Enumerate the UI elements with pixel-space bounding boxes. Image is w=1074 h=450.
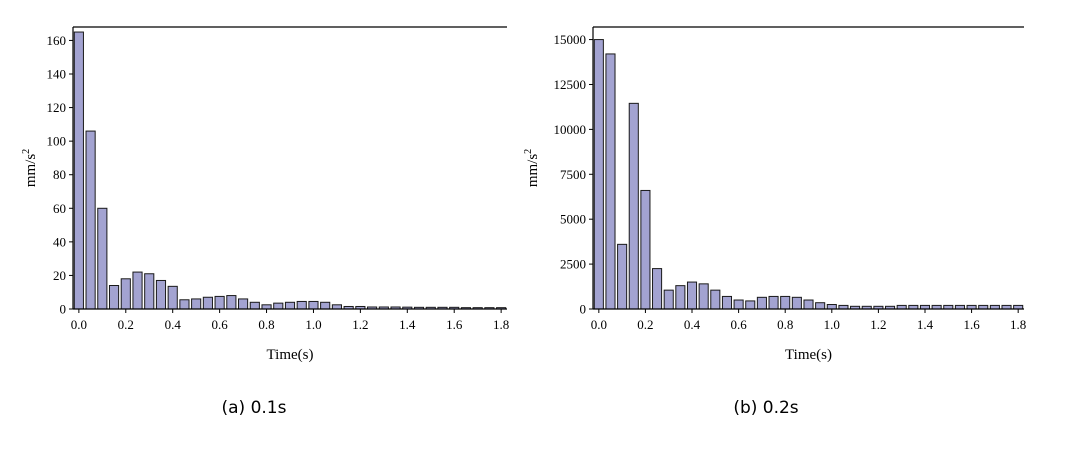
bar	[663, 289, 674, 310]
bar	[605, 53, 616, 310]
x-tick-label: 1.2	[870, 317, 886, 332]
chart-panel-b: 0 2500 5000 7500 10000 12500 15000 0.0 0.2 0.4 0.6…	[523, 26, 1026, 418]
x-tick-label: 1.4	[399, 317, 416, 332]
x-tick-label: 0.4	[684, 317, 701, 332]
x-tick-label: 1.2	[352, 317, 368, 332]
bar	[191, 298, 202, 310]
bar	[791, 296, 802, 310]
chart-panel-a: 0 20 40 60 80 100 120 140 160 0.0 0.2 0.4 0.6 0.8 1.0 1…	[21, 26, 509, 418]
bar	[710, 289, 721, 310]
bars-group	[73, 31, 507, 310]
bar	[652, 268, 663, 310]
y-tick-label: 40	[53, 234, 66, 249]
bar	[815, 302, 826, 310]
x-tick-label: 1.8	[1010, 317, 1026, 332]
x-tick-label: 0.4	[165, 317, 182, 332]
y-tick-label: 60	[53, 201, 66, 216]
bar	[331, 304, 342, 310]
bar	[721, 295, 733, 310]
y-tick-label: 160	[47, 33, 67, 48]
panel-caption: (b) 0.2s	[733, 398, 798, 418]
bar	[780, 295, 791, 310]
bar	[167, 285, 178, 310]
x-tick-label: 0.6	[730, 317, 747, 332]
bar	[628, 102, 639, 310]
y-axis-title-exponent: 2	[523, 149, 534, 154]
y-tick-label: 20	[53, 268, 66, 283]
bar	[733, 299, 744, 310]
x-tick-label: 0.8	[258, 317, 274, 332]
bar	[144, 273, 155, 310]
y-axis-title: mm/s2	[21, 149, 39, 187]
bar	[756, 296, 767, 310]
bar	[132, 271, 143, 310]
y-axis-title-unit: mm/s	[23, 154, 39, 188]
y-tick-label: 140	[47, 67, 67, 82]
bar	[108, 285, 120, 310]
bar	[745, 300, 756, 310]
x-tick-label: 0.2	[637, 317, 653, 332]
y-tick-label: 10000	[554, 122, 587, 137]
bar	[73, 31, 84, 310]
bar	[320, 301, 331, 310]
x-tick-label: 1.0	[305, 317, 321, 332]
y-tick-label: 15000	[554, 32, 587, 47]
x-axis-title: Time(s)	[267, 347, 314, 363]
x-tick-label: 0.0	[71, 317, 87, 332]
bar	[826, 304, 837, 310]
bar	[249, 301, 260, 310]
bar	[85, 130, 96, 310]
y-tick-label: 5000	[560, 212, 586, 227]
y-axis-title-exponent: 2	[21, 149, 32, 154]
x-tick-label: 1.4	[917, 317, 934, 332]
panel-caption: (a) 0.1s	[222, 398, 287, 418]
bar	[179, 299, 190, 310]
bar	[214, 295, 225, 310]
bar	[593, 39, 604, 310]
bar	[308, 300, 319, 310]
bar	[617, 243, 628, 310]
bar	[155, 279, 167, 310]
bar	[640, 189, 651, 310]
bar	[238, 298, 249, 310]
x-tick-label: 1.6	[963, 317, 980, 332]
bar	[273, 302, 284, 310]
y-tick-label: 0	[60, 302, 67, 317]
y-tick-label: 0	[580, 302, 587, 317]
bar	[261, 304, 272, 310]
bar	[202, 296, 213, 310]
x-tick-label: 0.6	[211, 317, 228, 332]
x-tick-label: 0.8	[777, 317, 793, 332]
bar	[284, 301, 296, 310]
x-axis-title: Time(s)	[785, 347, 832, 363]
x-tick-label: 1.0	[824, 317, 840, 332]
bar	[686, 281, 698, 310]
bar	[698, 283, 709, 310]
y-axis-title-unit: mm/s	[525, 154, 541, 188]
bar	[768, 295, 779, 310]
x-tick-label: 0.2	[118, 317, 134, 332]
y-tick-label: 80	[53, 167, 66, 182]
y-tick-label: 7500	[560, 167, 586, 182]
bars-group	[593, 39, 1024, 310]
bar	[120, 278, 131, 310]
y-tick-label: 120	[47, 100, 67, 115]
x-tick-label: 1.6	[446, 317, 463, 332]
y-tick-label: 2500	[560, 257, 586, 272]
x-tick-label: 0.0	[591, 317, 607, 332]
bar	[803, 299, 814, 310]
bar	[97, 207, 108, 310]
y-tick-label: 100	[47, 134, 67, 149]
y-axis-title: mm/s2	[523, 149, 541, 187]
bar	[296, 300, 307, 310]
bar	[226, 295, 237, 310]
x-tick-label: 1.8	[493, 317, 509, 332]
bar	[675, 285, 686, 310]
y-tick-label: 12500	[554, 77, 587, 92]
